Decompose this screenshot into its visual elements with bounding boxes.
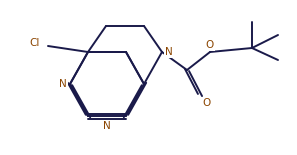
Text: O: O (206, 40, 214, 50)
Text: Cl: Cl (30, 38, 40, 48)
Text: N: N (165, 47, 173, 57)
Text: N: N (103, 121, 111, 131)
Text: N: N (59, 79, 67, 89)
Text: O: O (202, 98, 210, 108)
